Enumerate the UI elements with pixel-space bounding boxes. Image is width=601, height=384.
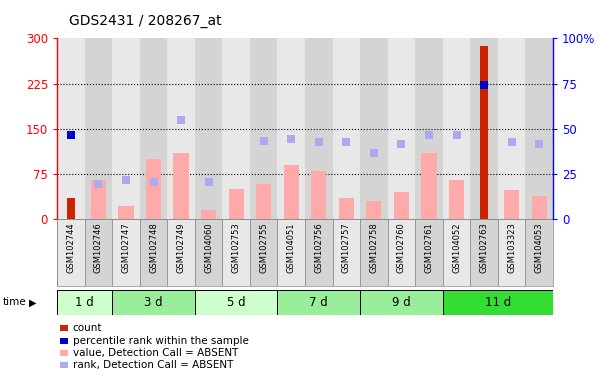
Bar <box>140 219 167 286</box>
Bar <box>250 38 278 219</box>
Bar <box>57 290 112 315</box>
Bar <box>167 38 195 219</box>
Text: GSM104051: GSM104051 <box>287 222 296 273</box>
Text: GSM102753: GSM102753 <box>231 222 240 273</box>
Bar <box>195 38 222 219</box>
Text: 9 d: 9 d <box>392 296 411 309</box>
Bar <box>174 153 189 219</box>
Text: 3 d: 3 d <box>144 296 163 309</box>
Text: ▶: ▶ <box>29 297 36 308</box>
Text: GSM102756: GSM102756 <box>314 222 323 273</box>
Bar <box>388 219 415 286</box>
Text: GSM104053: GSM104053 <box>535 222 544 273</box>
Text: GDS2431 / 208267_at: GDS2431 / 208267_at <box>69 14 222 28</box>
Bar <box>471 219 498 286</box>
Text: rank, Detection Call = ABSENT: rank, Detection Call = ABSENT <box>73 360 233 370</box>
Bar <box>118 206 133 219</box>
Bar <box>222 219 250 286</box>
Bar <box>498 219 525 286</box>
Bar <box>91 180 106 219</box>
Bar <box>449 180 464 219</box>
Text: percentile rank within the sample: percentile rank within the sample <box>73 336 249 346</box>
Text: GSM102746: GSM102746 <box>94 222 103 273</box>
Bar <box>112 219 140 286</box>
Bar <box>480 46 488 219</box>
Bar <box>167 219 195 286</box>
Text: 11 d: 11 d <box>484 296 511 309</box>
Bar <box>305 219 332 286</box>
Bar <box>443 219 471 286</box>
Text: count: count <box>73 323 102 333</box>
Bar <box>415 219 443 286</box>
Bar <box>531 196 547 219</box>
Text: GSM102758: GSM102758 <box>370 222 379 273</box>
Bar <box>360 290 443 315</box>
Bar <box>498 38 525 219</box>
Text: 7 d: 7 d <box>310 296 328 309</box>
Bar <box>112 38 140 219</box>
Bar <box>250 219 278 286</box>
Bar <box>394 192 409 219</box>
Text: GSM102747: GSM102747 <box>121 222 130 273</box>
Bar <box>443 290 553 315</box>
Bar <box>360 219 388 286</box>
Bar <box>415 38 443 219</box>
Text: GSM102761: GSM102761 <box>424 222 433 273</box>
Bar <box>278 219 305 286</box>
Bar <box>228 189 244 219</box>
Bar <box>504 190 519 219</box>
Bar <box>388 38 415 219</box>
Bar <box>140 38 167 219</box>
Text: time: time <box>3 297 26 308</box>
Text: 5 d: 5 d <box>227 296 245 309</box>
Text: GSM102763: GSM102763 <box>480 222 489 273</box>
Bar <box>256 184 271 219</box>
Bar <box>57 38 85 219</box>
Text: GSM102755: GSM102755 <box>259 222 268 273</box>
Bar <box>195 219 222 286</box>
Bar <box>332 38 360 219</box>
Text: GSM102748: GSM102748 <box>149 222 158 273</box>
Text: 1 d: 1 d <box>75 296 94 309</box>
Text: GSM104060: GSM104060 <box>204 222 213 273</box>
Bar <box>146 159 161 219</box>
Bar <box>525 219 553 286</box>
Bar <box>278 38 305 219</box>
Bar <box>85 219 112 286</box>
Text: GSM102749: GSM102749 <box>177 222 186 273</box>
Text: value, Detection Call = ABSENT: value, Detection Call = ABSENT <box>73 348 238 358</box>
Bar <box>284 165 299 219</box>
Text: GSM102757: GSM102757 <box>342 222 351 273</box>
Bar <box>443 38 471 219</box>
Bar <box>311 171 326 219</box>
Bar <box>421 153 436 219</box>
Bar <box>471 38 498 219</box>
Bar <box>222 38 250 219</box>
Bar <box>201 210 216 219</box>
Bar <box>195 290 278 315</box>
Bar <box>67 198 75 219</box>
Text: GSM102744: GSM102744 <box>66 222 75 273</box>
Bar <box>85 38 112 219</box>
Bar <box>305 38 332 219</box>
Text: GSM104052: GSM104052 <box>452 222 461 273</box>
Bar <box>525 38 553 219</box>
Bar <box>339 198 354 219</box>
Bar <box>57 219 85 286</box>
Bar <box>360 38 388 219</box>
Bar <box>112 290 195 315</box>
Bar <box>332 219 360 286</box>
Bar <box>278 290 360 315</box>
Text: GSM102760: GSM102760 <box>397 222 406 273</box>
Bar <box>366 201 382 219</box>
Text: GSM103323: GSM103323 <box>507 222 516 273</box>
